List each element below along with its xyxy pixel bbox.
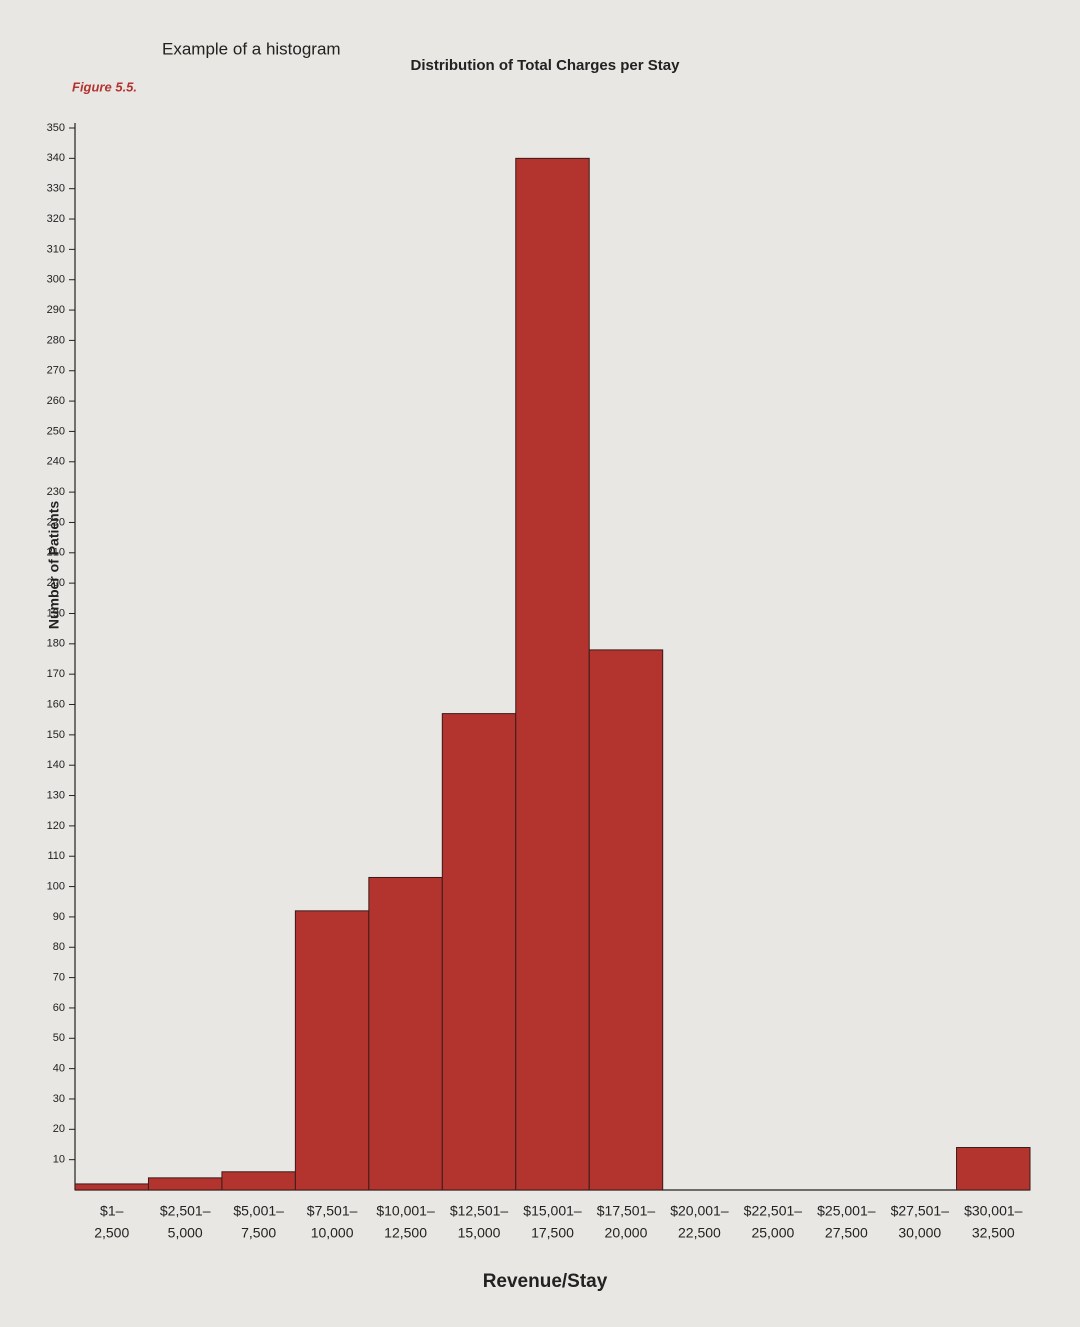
- x-tick-label: 5,000: [168, 1225, 203, 1241]
- x-tick-label: $25,001–: [817, 1203, 876, 1219]
- y-tick-label: 130: [47, 789, 65, 801]
- x-tick-label: $1–: [100, 1203, 124, 1219]
- y-tick-label: 160: [47, 698, 65, 710]
- y-tick-label: 110: [47, 850, 65, 862]
- x-tick-label: $22,501–: [744, 1203, 803, 1219]
- x-tick-label: 12,500: [384, 1225, 427, 1241]
- y-tick-label: 250: [47, 425, 65, 437]
- x-tick-label: $30,001–: [964, 1203, 1023, 1219]
- y-tick-label: 230: [47, 486, 65, 498]
- y-tick-label: 270: [47, 365, 65, 377]
- x-axis-label: Revenue/Stay: [483, 1271, 608, 1292]
- bar: [221, 1171, 296, 1191]
- y-tick-label: 220: [47, 516, 65, 528]
- y-tick-label: 30: [53, 1093, 65, 1105]
- y-tick-label: 60: [53, 1002, 65, 1014]
- x-tick-label: 20,000: [605, 1225, 648, 1241]
- x-tick-label: 15,000: [458, 1225, 501, 1241]
- y-tick-label: 330: [47, 183, 65, 195]
- y-tick-label: 240: [47, 456, 65, 468]
- x-tick-label: $12,501–: [450, 1203, 509, 1219]
- bar: [515, 157, 590, 1191]
- x-tick-label: 25,000: [751, 1225, 794, 1241]
- y-axis-label: Number of Patients: [46, 501, 62, 630]
- x-tick-label: 27,500: [825, 1225, 868, 1241]
- bar: [368, 876, 443, 1191]
- x-tick-label: 17,500: [531, 1225, 574, 1241]
- y-tick-label: 40: [53, 1063, 65, 1075]
- y-tick-label: 180: [47, 638, 65, 650]
- x-tick-label: 10,000: [311, 1225, 354, 1241]
- y-tick-label: 90: [53, 911, 65, 923]
- y-tick-label: 290: [47, 304, 65, 316]
- figure-label: Figure 5.5.: [72, 79, 137, 94]
- y-tick-label: 310: [47, 243, 65, 255]
- y-tick-label: 320: [47, 213, 65, 225]
- bar: [441, 713, 517, 1191]
- y-tick-label: 210: [47, 547, 65, 559]
- bar: [74, 1183, 149, 1191]
- x-tick-label: $5,001–: [233, 1203, 284, 1219]
- y-tick-label: 260: [47, 395, 65, 407]
- x-tick-label: $20,001–: [670, 1203, 729, 1219]
- y-tick-label: 20: [53, 1123, 65, 1135]
- y-tick-label: 120: [47, 820, 65, 832]
- x-tick-label: $10,001–: [376, 1203, 435, 1219]
- x-tick-label: 32,500: [972, 1225, 1015, 1241]
- y-tick-label: 70: [53, 972, 65, 984]
- x-tick-label: $17,501–: [597, 1203, 656, 1219]
- y-tick-label: 80: [53, 941, 65, 953]
- x-tick-label: 30,000: [898, 1225, 941, 1241]
- x-tick-label: 2,500: [94, 1225, 129, 1241]
- y-tick-label: 200: [47, 577, 65, 589]
- x-tick-label: $2,501–: [160, 1203, 211, 1219]
- x-tick-label: 22,500: [678, 1225, 721, 1241]
- y-tick-label: 140: [47, 759, 65, 771]
- y-tick-label: 280: [47, 334, 65, 346]
- y-tick-label: 350: [47, 122, 65, 134]
- bar: [588, 649, 664, 1191]
- y-tick-label: 340: [47, 152, 65, 164]
- y-tick-label: 170: [47, 668, 65, 680]
- x-tick-label: $27,501–: [891, 1203, 950, 1219]
- bar: [294, 910, 370, 1191]
- y-tick-label: 100: [47, 880, 65, 892]
- y-tick-label: 50: [53, 1032, 65, 1044]
- chart-title: Distribution of Total Charges per Stay: [411, 57, 681, 74]
- y-tick-label: 300: [47, 274, 65, 286]
- y-tick-label: 150: [47, 729, 65, 741]
- figure-caption: Example of a histogram: [162, 39, 341, 58]
- bar: [147, 1177, 223, 1191]
- x-tick-label: 7,500: [241, 1225, 276, 1241]
- y-tick-label: 10: [53, 1154, 65, 1166]
- y-tick-label: 190: [47, 607, 65, 619]
- x-tick-label: $7,501–: [307, 1203, 358, 1219]
- bar: [956, 1147, 1031, 1191]
- x-tick-label: $15,001–: [523, 1203, 582, 1219]
